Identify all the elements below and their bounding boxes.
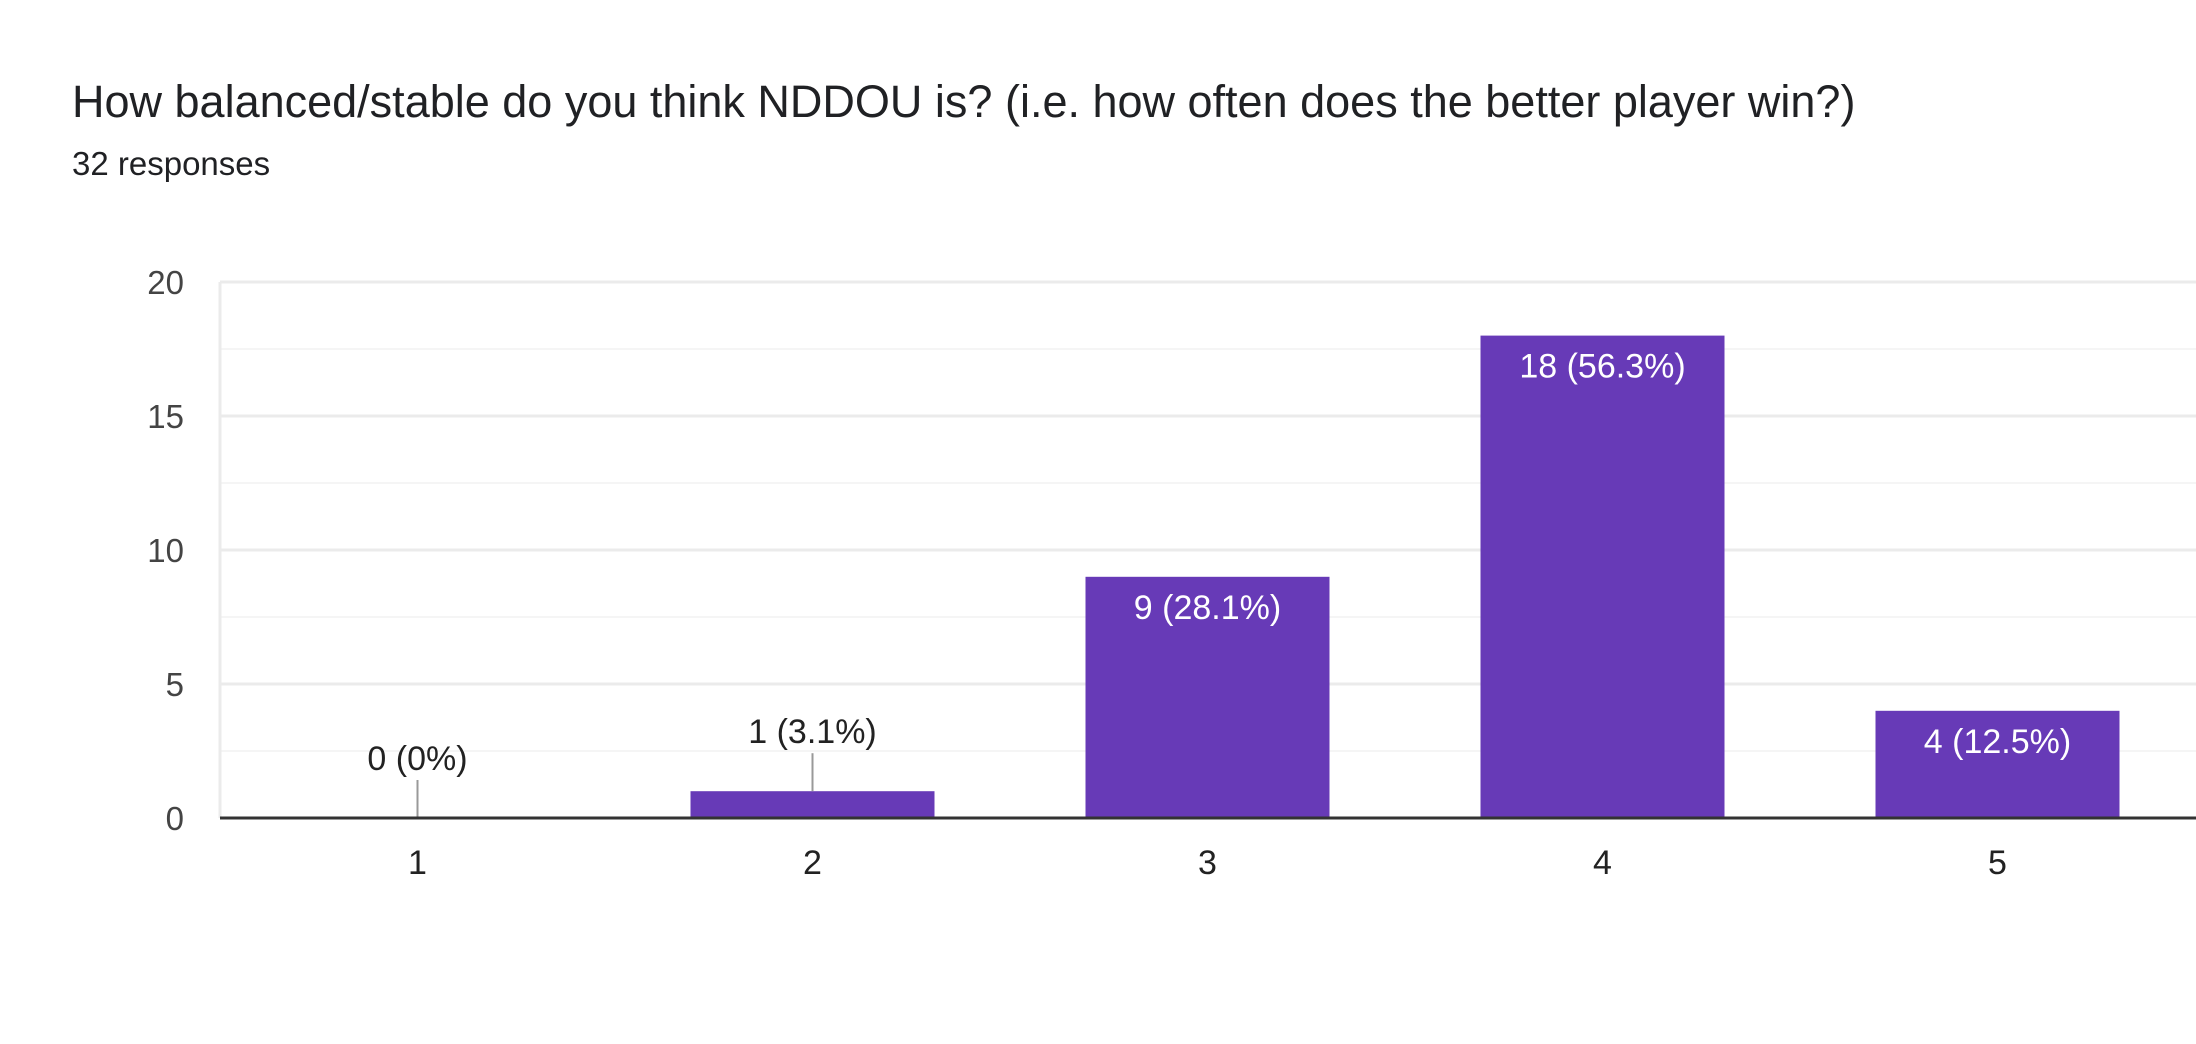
x-tick-label: 3: [1198, 844, 1217, 882]
y-tick-label: 15: [147, 398, 184, 435]
data-label: 18 (56.3%): [1519, 348, 1685, 386]
data-label: 9 (28.1%): [1134, 589, 1281, 627]
response-count: 32 responses: [72, 145, 271, 182]
chart-header: How balanced/stable do you think NDDOU i…: [72, 74, 1855, 184]
bar: [690, 791, 935, 818]
question-title: How balanced/stable do you think NDDOU i…: [72, 76, 1856, 127]
data-label: 4 (12.5%): [1924, 723, 2071, 761]
bar: [1085, 576, 1330, 818]
bar: [1480, 335, 1725, 818]
y-tick-label: 0: [166, 800, 184, 837]
y-tick-label: 20: [147, 264, 184, 301]
data-label: 1 (3.1%): [748, 713, 877, 751]
x-tick-label: 4: [1593, 844, 1612, 882]
x-tick-label: 2: [803, 844, 822, 882]
data-label: 0 (0%): [367, 740, 467, 778]
y-tick-label: 10: [147, 532, 184, 569]
y-tick-label: 5: [166, 666, 184, 703]
x-tick-label: 5: [1988, 844, 2007, 882]
bar: [1875, 710, 2120, 818]
x-tick-label: 1: [408, 844, 427, 882]
